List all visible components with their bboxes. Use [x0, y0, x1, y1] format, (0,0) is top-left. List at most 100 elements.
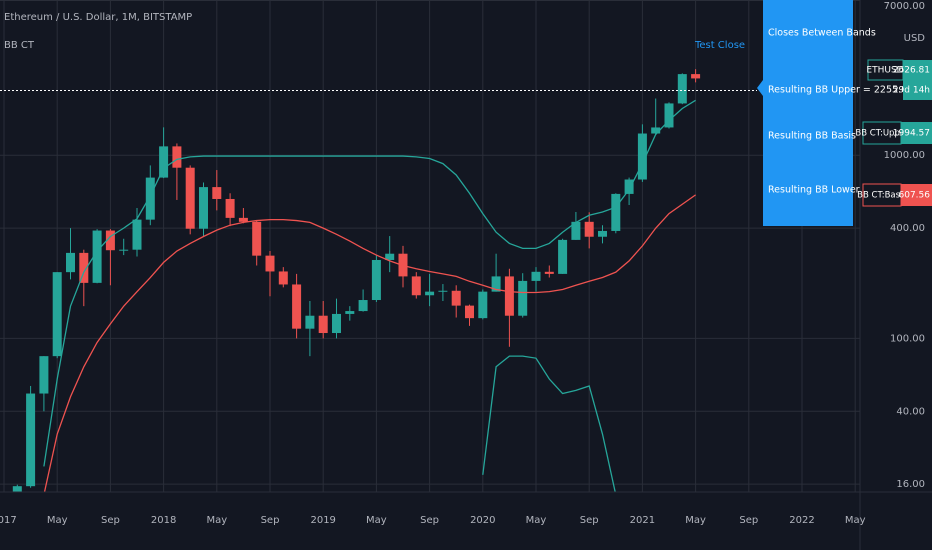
x-tick-label: May	[206, 515, 227, 526]
candle-body	[491, 276, 501, 292]
candle-body	[318, 315, 328, 334]
candle-body	[265, 255, 275, 272]
y-tick-label: 40.00	[896, 406, 925, 417]
candle-body	[225, 198, 235, 218]
candle-body	[478, 291, 488, 319]
info-box-pointer	[757, 80, 763, 96]
candle-body	[465, 305, 474, 319]
band-line	[43, 194, 696, 492]
candle-body	[425, 291, 435, 296]
series-tag: BB CT:Basis	[857, 191, 907, 201]
candle-body	[611, 193, 621, 231]
axis-unit: USD	[904, 33, 926, 44]
candle-body	[411, 276, 421, 296]
candle-body	[451, 290, 461, 306]
x-tick-label: May	[845, 515, 866, 526]
band-line	[482, 355, 616, 492]
series-tag: BB CT:Upper	[855, 129, 909, 139]
candle-body	[691, 74, 701, 79]
candle-body	[544, 271, 554, 274]
grid	[0, 0, 860, 492]
y-tick-label: 100.00	[890, 333, 925, 344]
candle-body	[332, 313, 341, 334]
candle-body	[52, 272, 62, 357]
info-box: Closes Between Bands Resulting BB Upper …	[757, 0, 913, 226]
y-tick-label: 400.00	[890, 223, 925, 234]
candle-body	[598, 230, 607, 237]
price-tags: ETHUSD 2626.81 29d 14h BB CT:Upper 1994.…	[855, 59, 932, 207]
info-line: Resulting BB Lower = 0	[768, 185, 880, 196]
annotation: Test Close	[694, 40, 745, 51]
x-tick-label: Sep	[420, 515, 439, 526]
candle-body	[651, 127, 661, 134]
candle-body	[624, 179, 634, 194]
y-tick-label: 16.00	[896, 479, 925, 490]
candle-body	[132, 219, 142, 250]
candle-body	[677, 74, 687, 104]
x-tick-label: May	[366, 515, 387, 526]
candle-body	[584, 221, 594, 237]
x-tick-label: 2022	[789, 515, 814, 526]
candle-body	[119, 249, 129, 251]
x-tick-label: 2021	[630, 515, 655, 526]
tag-box	[901, 184, 932, 206]
candle-body	[66, 252, 75, 273]
candle-body	[371, 259, 381, 301]
candle-body	[558, 239, 568, 274]
candle-body	[531, 271, 541, 281]
x-tick-label: May	[526, 515, 547, 526]
candle-body	[145, 177, 155, 220]
candle-body	[79, 252, 89, 283]
candle-body	[92, 230, 102, 283]
candle-body	[504, 276, 514, 316]
candle-body	[26, 393, 36, 487]
candle-body	[39, 356, 49, 394]
candle-body	[185, 167, 195, 229]
candle-body	[238, 217, 248, 222]
y-tick-label: 7000.00	[884, 1, 925, 12]
x-tick-label: May	[685, 515, 706, 526]
info-box-bg	[763, 0, 853, 226]
x-tick-label: 2019	[310, 515, 335, 526]
y-tick-label: 1000.00	[884, 150, 925, 161]
candle-body	[12, 486, 22, 492]
x-tick-label: Sep	[739, 515, 758, 526]
info-line: Resulting BB Upper = 2255.07	[768, 85, 913, 96]
x-tick-label: 2020	[470, 515, 495, 526]
candle-body	[345, 311, 355, 314]
candle-body	[518, 280, 528, 316]
candle-body	[385, 253, 395, 260]
series-value-tag: 1994.57	[893, 129, 930, 139]
candle-body	[199, 187, 208, 229]
candle-body	[278, 271, 288, 285]
x-tick-label: 2018	[151, 515, 176, 526]
candle-body	[159, 146, 169, 178]
candle-body	[358, 300, 368, 312]
band-line	[43, 99, 696, 467]
candle-body	[438, 290, 448, 292]
candle-body	[252, 221, 262, 256]
x-tick-label: Sep	[261, 515, 280, 526]
candle-body	[105, 230, 115, 251]
x-tick-label: Sep	[580, 515, 599, 526]
plot-area	[0, 69, 757, 492]
candle-body	[305, 315, 315, 329]
candle-body	[212, 187, 222, 199]
candle-body	[172, 146, 182, 168]
tag-box	[903, 60, 932, 100]
x-tick-label: Sep	[101, 515, 120, 526]
x-tick-label: 2017	[0, 515, 17, 526]
candle-body	[571, 221, 581, 240]
countdown: 29d 14h	[893, 86, 930, 96]
candle-body	[292, 284, 302, 329]
chart-title: Ethereum / U.S. Dollar, 1M, BITSTAMP	[4, 12, 192, 23]
symbol-tag: ETHUSD	[866, 66, 903, 76]
indicator-label: BB CT	[4, 40, 35, 51]
tag-box	[901, 122, 932, 144]
series-value-tag: 607.56	[899, 191, 931, 201]
last-price-tag: 2626.81	[893, 66, 930, 76]
info-line: Resulting BB Basis = 710.99	[768, 131, 906, 142]
info-title: Closes Between Bands	[768, 28, 876, 39]
